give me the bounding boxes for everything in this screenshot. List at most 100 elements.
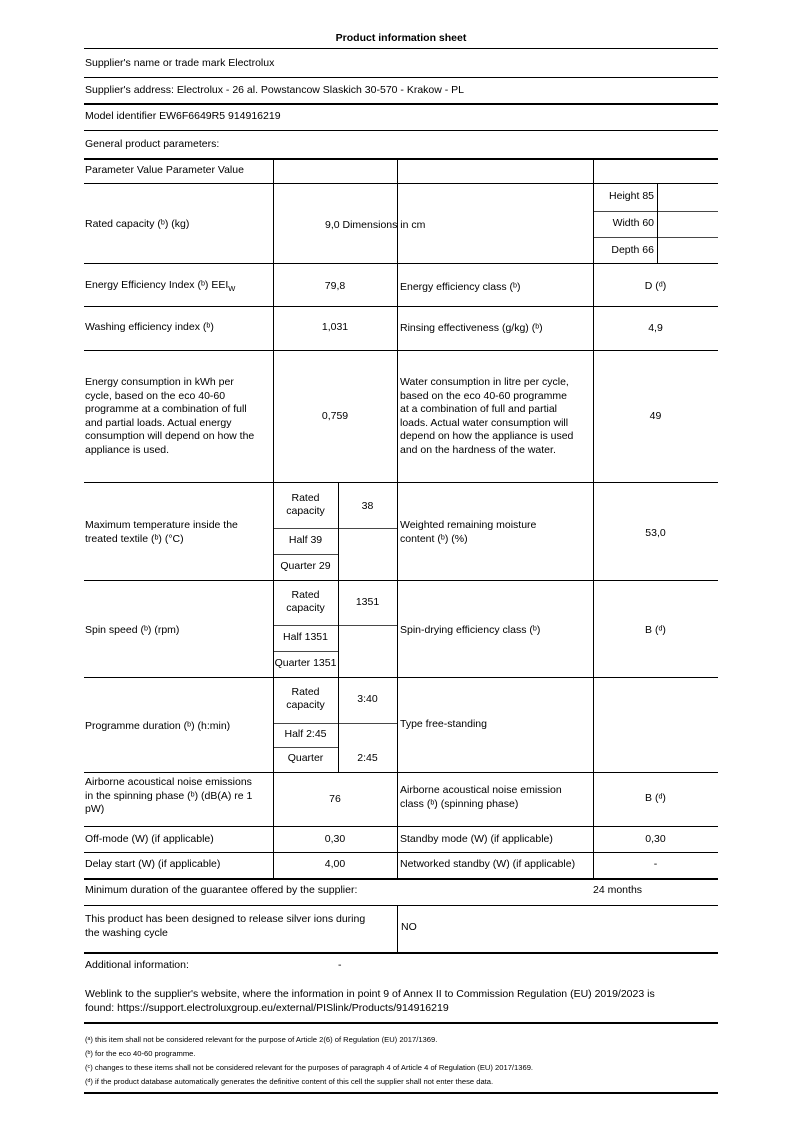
noise-emissions-label: Airborne acoustical noise emissions in t… xyxy=(85,776,253,815)
noise-class-label: Airborne acoustical noise emission class… xyxy=(400,784,562,810)
rinsing-value: 4,9 xyxy=(648,322,663,334)
energy-consumption-label: Energy consumption in kWh per cycle, bas… xyxy=(85,376,255,456)
eei-label-text: Energy Efficiency Index (ᵇ) EEI xyxy=(85,279,229,291)
rinsing-label: Rinsing effectiveness (g/kg) (ᵇ) xyxy=(400,322,543,334)
hline xyxy=(84,580,718,581)
water-consumption-value: 49 xyxy=(649,410,662,422)
vline-silver xyxy=(397,905,398,952)
guarantee-value: 24 months xyxy=(593,884,643,896)
vline-col3 xyxy=(593,158,594,878)
max-temp-half: Half 39 xyxy=(288,534,323,546)
footnote-c: (ᶜ) changes to these items shall not be … xyxy=(85,1063,534,1072)
off-mode-label: Off-mode (W) (if applicable) xyxy=(85,833,214,845)
eei-label: Energy Efficiency Index (ᵇ) EEIW xyxy=(85,279,235,296)
hline xyxy=(84,905,718,906)
model-identifier: Model identifier EW6F6649R5 914916219 xyxy=(85,110,281,122)
additional-info-value: - xyxy=(338,959,342,971)
hline xyxy=(84,77,718,78)
programme-duration-label: Programme duration (ᵇ) (h:min) xyxy=(85,720,231,732)
duration-rated-value: 3:40 xyxy=(357,693,378,705)
washing-index-value: 1,031 xyxy=(321,321,349,333)
spin-rated-label: Rated capacity xyxy=(286,589,325,614)
duration-half: Half 2:45 xyxy=(284,728,327,740)
guarantee-label: Minimum duration of the guarantee offere… xyxy=(85,884,358,896)
moisture-label: Weighted remaining moisture content (ᵇ) … xyxy=(400,519,537,545)
subrow-divider xyxy=(273,625,397,626)
page-title: Product information sheet xyxy=(335,32,467,44)
footnote-d: (ᵈ) if the product database automaticall… xyxy=(85,1077,494,1086)
subrow-divider xyxy=(273,723,397,724)
energy-class-value: D (ᵈ) xyxy=(644,280,667,292)
dimension-width: Width 60 xyxy=(612,217,654,229)
standby-label: Standby mode (W) (if applicable) xyxy=(400,833,553,845)
eei-label-subscript: W xyxy=(228,284,236,294)
max-temp-quarter: Quarter 29 xyxy=(280,560,331,572)
noise-class-value: B (ᵈ) xyxy=(645,792,666,804)
vline-col1 xyxy=(273,158,274,878)
hline xyxy=(84,1092,718,1094)
vline-col2 xyxy=(397,158,398,878)
water-consumption-label: Water consumption in litre per cycle, ba… xyxy=(400,376,574,456)
additional-info-label: Additional information: xyxy=(85,959,189,971)
hline xyxy=(84,878,718,880)
networked-standby-value: - xyxy=(653,858,658,870)
hline xyxy=(84,1022,718,1024)
duration-quarter-label: Quarter xyxy=(287,752,324,764)
hline xyxy=(84,183,718,184)
spin-drying-class-value: B (ᵈ) xyxy=(645,624,666,636)
max-temperature-label: Maximum temperature inside the treated t… xyxy=(85,519,238,545)
max-temp-rated-label: Rated capacity xyxy=(286,492,325,517)
spin-drying-class-label: Spin-drying efficiency class (ᵇ) xyxy=(400,624,541,636)
type-label: Type free-standing xyxy=(400,718,487,730)
hline xyxy=(84,130,718,131)
energy-consumption-value: 0,759 xyxy=(321,410,349,422)
footnote-b: (ᵇ) for the eco 40-60 programme. xyxy=(85,1049,196,1058)
rated-capacity-value-dimensions: 9,0 Dimensions in cm xyxy=(325,219,426,231)
hline xyxy=(84,263,718,264)
subrow-divider xyxy=(273,528,397,529)
dimension-depth: Depth 66 xyxy=(611,244,654,256)
spin-speed-label: Spin speed (ᵇ) (rpm) xyxy=(85,624,180,636)
hline xyxy=(84,772,718,773)
spin-half: Half 1351 xyxy=(283,631,328,643)
hline xyxy=(84,952,718,954)
table-top-rule xyxy=(84,158,718,160)
energy-class-label: Energy efficiency class (ᵇ) xyxy=(400,281,521,293)
supplier-name: Supplier's name or trade mark Electrolux xyxy=(85,57,275,69)
hline xyxy=(84,306,718,307)
washing-index-label: Washing efficiency index (ᵇ) xyxy=(85,321,214,333)
dim-divider xyxy=(593,237,718,238)
noise-emissions-value: 76 xyxy=(329,793,341,805)
silver-ions-label: This product has been designed to releas… xyxy=(85,913,366,939)
supplier-weblink[interactable]: https://support.electroluxgroup.eu/exter… xyxy=(117,1001,449,1014)
delay-start-label: Delay start (W) (if applicable) xyxy=(85,858,221,870)
supplier-address: Supplier's address: Electrolux - 26 al. … xyxy=(85,84,465,96)
footnote-a: (ᵃ) this item shall not be considered re… xyxy=(85,1035,438,1044)
hline xyxy=(84,852,718,853)
rated-capacity-label: Rated capacity (ᵇ) (kg) xyxy=(85,218,190,230)
networked-standby-label: Networked standby (W) (if applicable) xyxy=(400,858,576,870)
hline xyxy=(84,103,718,105)
hline xyxy=(84,826,718,827)
standby-value: 0,30 xyxy=(645,833,666,845)
duration-rated-label: Rated capacity xyxy=(286,686,325,711)
eei-value: 79,8 xyxy=(324,280,346,292)
hline xyxy=(84,677,718,678)
max-temp-rated-value: 38 xyxy=(361,500,374,512)
vline-subcol xyxy=(338,482,339,772)
spin-rated-value: 1351 xyxy=(355,596,380,608)
dimension-height: Height 85 xyxy=(609,190,654,202)
general-parameters-heading: General product parameters: xyxy=(85,138,220,150)
weblink-text: Weblink to the supplier's website, where… xyxy=(85,988,655,1014)
hline xyxy=(84,482,718,483)
off-mode-value: 0,30 xyxy=(324,833,346,845)
moisture-value: 53,0 xyxy=(645,527,666,539)
spin-quarter: Quarter 1351 xyxy=(274,657,337,669)
duration-quarter-value: 2:45 xyxy=(357,752,378,764)
subrow-divider xyxy=(273,651,338,652)
table-header: Parameter Value Parameter Value xyxy=(85,164,244,176)
vline-dims xyxy=(657,183,658,263)
delay-start-value: 4,00 xyxy=(324,858,346,870)
hline xyxy=(84,48,718,49)
